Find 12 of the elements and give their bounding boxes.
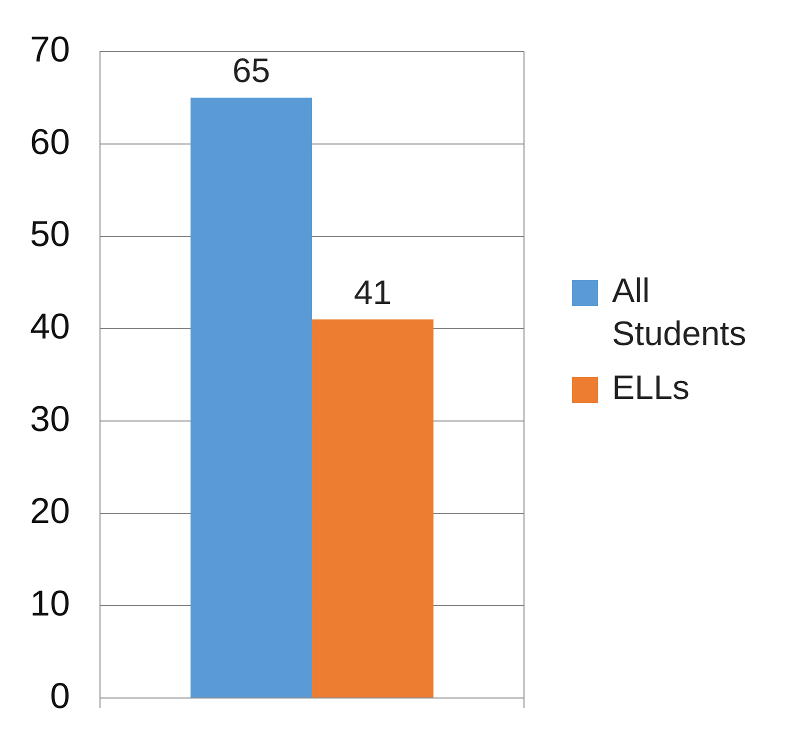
y-tick-label: 70	[30, 28, 70, 70]
y-tick-label: 50	[30, 213, 70, 254]
legend-label: ELLs	[612, 368, 690, 409]
y-tick-label: 40	[30, 306, 70, 347]
data-label: 65	[232, 52, 270, 90]
legend-label: All Students	[612, 271, 748, 354]
y-tick-label: 10	[30, 582, 70, 624]
data-label: 41	[354, 274, 392, 312]
y-tick-label: 60	[30, 120, 70, 162]
y-tick-label: 20	[30, 490, 70, 532]
y-tick-label: 0	[50, 674, 70, 716]
y-tick-label: 30	[30, 398, 70, 439]
